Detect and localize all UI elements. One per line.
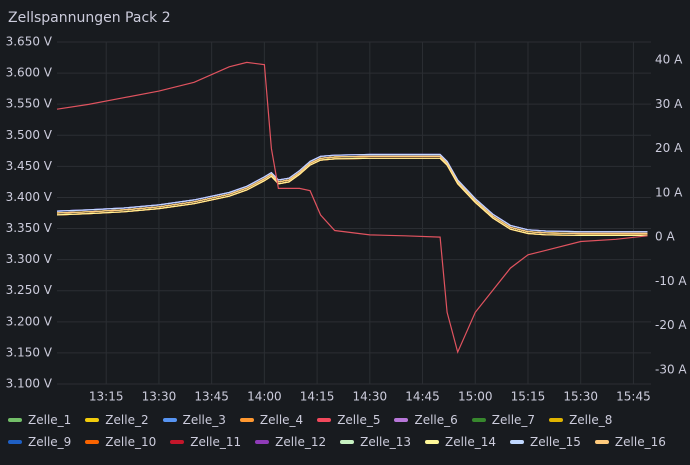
y2-tick-label: -10 A [655, 274, 687, 288]
legend-label: Zelle_11 [190, 435, 242, 449]
legend-item[interactable]: Zelle_11 [170, 434, 241, 450]
legend-swatch [394, 418, 409, 422]
y2-tick-label: -30 A [655, 362, 687, 376]
x-tick-label: 14:15 [300, 390, 335, 404]
legend-label: Zelle_1 [28, 413, 72, 427]
y-tick-label: 3.250 V [6, 283, 53, 297]
legend-swatch [8, 440, 22, 444]
x-tick-label: 15:15 [511, 390, 546, 404]
legend-item[interactable]: Zelle_4 [239, 412, 304, 428]
legend-swatch [8, 418, 22, 422]
y2-tick-label: 0 A [655, 230, 675, 244]
series-line [56, 155, 648, 235]
legend-swatch [425, 440, 440, 444]
series-line [56, 157, 648, 236]
legend-swatch [85, 418, 100, 422]
series-line [56, 61, 648, 354]
y2-tick-label: 30 A [655, 97, 683, 111]
series-line [56, 155, 648, 235]
legend-label: Zelle_6 [414, 413, 458, 427]
series-line [56, 153, 648, 233]
legend-label: Zelle_16 [614, 435, 666, 449]
legend-label: Zelle_2 [105, 413, 149, 427]
legend: Zelle_1 Zelle_2 Zelle_3 Zelle_4 Zelle_5 Zelle… [8, 412, 678, 450]
y2-tick-label: 20 A [655, 141, 683, 155]
legend-label: Zelle_13 [360, 435, 412, 449]
y2-tick-label: 10 A [655, 185, 683, 199]
legend-label: Zelle_12 [275, 435, 327, 449]
legend-item[interactable]: Zelle_10 [85, 434, 156, 450]
legend-label: Zelle_5 [337, 413, 381, 427]
legend-item[interactable]: Zelle_7 [471, 412, 536, 428]
legend-item[interactable]: Zelle_5 [317, 412, 380, 428]
series-line [56, 155, 648, 235]
y-tick-label: 3.650 V [6, 35, 53, 49]
x-tick-label: 15:45 [616, 390, 651, 404]
x-tick-label: 14:30 [353, 390, 388, 404]
y2-tick-label: -20 A [655, 318, 687, 332]
x-tick-label: 13:30 [142, 390, 177, 404]
x-tick-label: 13:15 [89, 390, 124, 404]
legend-swatch [85, 440, 100, 444]
legend-swatch [471, 418, 486, 422]
series-line [56, 155, 648, 235]
legend-item[interactable]: Zelle_2 [85, 412, 149, 428]
legend-label: Zelle_14 [445, 435, 496, 449]
legend-label: Zelle_10 [105, 435, 157, 449]
y-tick-label: 3.600 V [6, 66, 53, 80]
legend-swatch [509, 440, 524, 444]
y-tick-label: 3.350 V [6, 221, 53, 235]
y-tick-label: 3.200 V [6, 314, 53, 328]
legend-item[interactable]: Zelle_16 [594, 434, 666, 450]
legend-swatch [255, 440, 270, 444]
y2-tick-label: 40 A [655, 53, 683, 67]
legend-label: Zelle_7 [491, 413, 536, 427]
legend-label: Zelle_15 [529, 435, 581, 449]
series-line [56, 157, 648, 236]
legend-label: Zelle_8 [569, 413, 613, 427]
legend-label: Zelle_9 [28, 435, 72, 449]
y-tick-label: 3.500 V [6, 128, 53, 142]
legend-swatch [317, 418, 332, 422]
legend-swatch [162, 418, 177, 422]
y-tick-label: 3.400 V [6, 190, 53, 204]
series-line [56, 157, 648, 236]
legend-item[interactable]: Zelle_14 [425, 434, 496, 450]
legend-label: Zelle_4 [259, 413, 304, 427]
series-line [56, 157, 648, 236]
x-tick-label: 14:45 [405, 390, 440, 404]
x-tick-label: 15:00 [458, 390, 493, 404]
legend-swatch [239, 418, 254, 422]
y-tick-label: 3.300 V [6, 252, 53, 266]
legend-swatch [340, 440, 355, 444]
legend-item[interactable]: Zelle_8 [549, 412, 612, 428]
legend-item[interactable]: Zelle_9 [8, 434, 71, 450]
chart-title: Zellspannungen Pack 2 [8, 10, 171, 26]
legend-label: Zelle_3 [182, 413, 226, 427]
series-line [56, 155, 648, 235]
legend-item[interactable]: Zelle_6 [394, 412, 458, 428]
series-line [56, 155, 648, 235]
y-tick-label: 3.150 V [6, 345, 53, 359]
legend-item[interactable]: Zelle_12 [255, 434, 326, 450]
y-tick-label: 3.100 V [6, 377, 53, 391]
legend-item[interactable]: Zelle_15 [509, 434, 581, 450]
y-tick-label: 3.550 V [6, 97, 53, 111]
legend-swatch [549, 418, 564, 422]
series-line [56, 157, 648, 236]
y-tick-label: 3.450 V [6, 159, 53, 173]
legend-swatch [594, 440, 609, 444]
chart: Zellspannungen Pack 2 3.100 V 3.150 V 3.20… [6, 10, 688, 404]
x-tick-label: 13:45 [194, 390, 229, 404]
x-tick-label: 15:30 [563, 390, 598, 404]
legend-item[interactable]: Zelle_13 [340, 434, 411, 450]
x-tick-label: 14:00 [247, 390, 282, 404]
legend-item[interactable]: Zelle_1 [8, 412, 71, 428]
legend-item[interactable]: Zelle_3 [162, 412, 226, 428]
legend-swatch [170, 440, 185, 444]
